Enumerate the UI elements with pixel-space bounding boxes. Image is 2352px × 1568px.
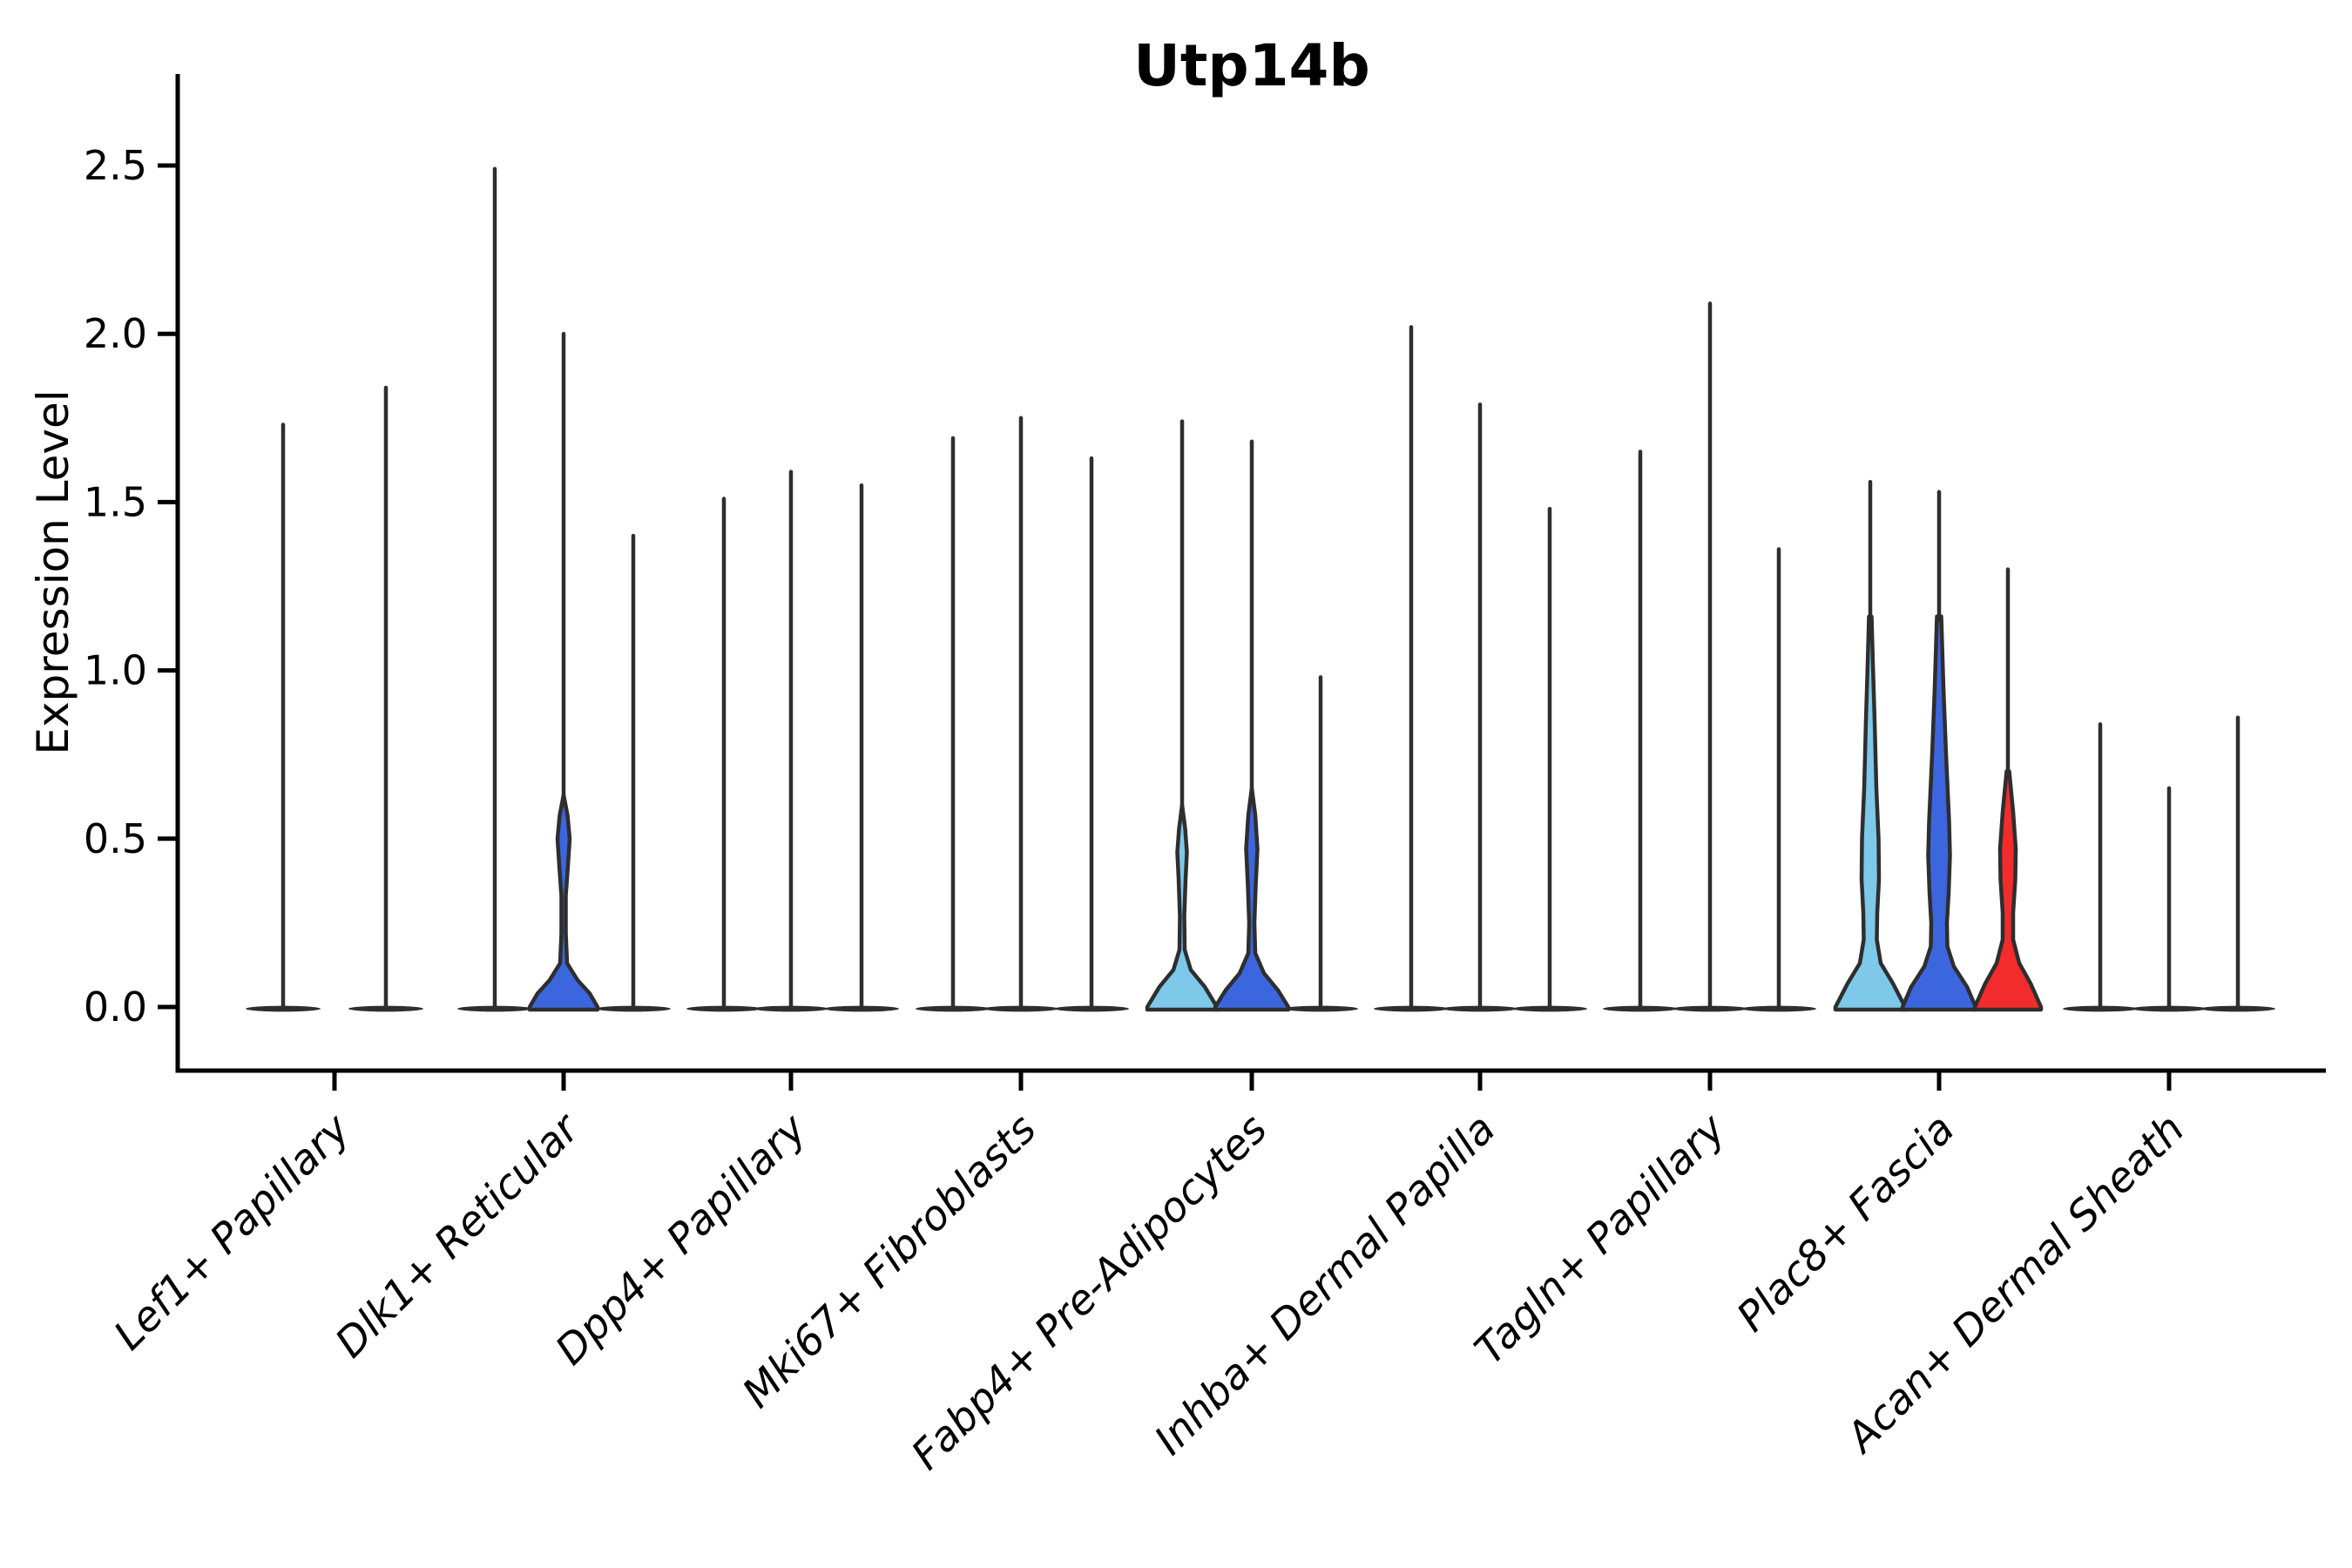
violin-layer [246, 166, 2275, 1012]
violin-mki67-s2 [983, 416, 1058, 1012]
violin-plac8-s2 [1900, 490, 1978, 1012]
violin-acan-s1 [2063, 722, 2138, 1012]
y-tick-label: 0.5 [84, 815, 147, 862]
violin-lef1-s1 [246, 422, 321, 1012]
violin-lef1-s2 [348, 385, 423, 1012]
x-tick-label: Lef1+ Papillary [105, 1105, 360, 1360]
violin-dlk1-s1 [457, 166, 532, 1012]
x-tick-label: Dlk1+ Reticular [327, 1104, 591, 1368]
y-tick-label: 1.5 [84, 478, 147, 525]
violin-mki67-s3 [1054, 456, 1129, 1012]
violin-dpp4-s3 [824, 483, 899, 1012]
y-tick-label: 0.0 [84, 983, 147, 1031]
violin-dlk1-s2 [527, 331, 600, 1012]
violin-body [527, 793, 600, 1012]
x-tick-label: Tagln+ Papillary [1466, 1105, 1736, 1375]
violin-inhba-s1 [1374, 325, 1449, 1012]
violin-plac8-s1 [1833, 479, 1908, 1012]
violin-tagln-s3 [1741, 547, 1816, 1012]
violin-acan-s2 [2132, 786, 2207, 1012]
x-tick-label: Plac8+ Fascia [1727, 1105, 1963, 1342]
violin-dlk1-s3 [596, 533, 671, 1012]
y-tick-label: 2.0 [84, 310, 147, 357]
violin-plac8-s3 [1972, 567, 2044, 1012]
violin-acan-s3 [2200, 715, 2275, 1012]
violin-body [1213, 786, 1291, 1012]
y-tick-label: 2.5 [84, 142, 147, 189]
violin-body [1972, 769, 2044, 1012]
violin-dpp4-s2 [754, 470, 828, 1012]
violin-body [1900, 614, 1978, 1012]
violin-fabp4-s1 [1145, 419, 1220, 1012]
violin-tagln-s2 [1673, 301, 1747, 1012]
violin-tagln-s1 [1603, 449, 1678, 1012]
violin-body [1833, 614, 1908, 1012]
violin-fabp4-s2 [1213, 439, 1291, 1012]
violin-fabp4-s3 [1283, 675, 1358, 1012]
y-tick-label: 1.0 [84, 647, 147, 694]
y-axis-label: Expression Level [28, 389, 78, 754]
violin-dpp4-s1 [686, 497, 761, 1012]
x-tick-label: Dpp4+ Papillary [546, 1105, 816, 1375]
violin-inhba-s3 [1512, 506, 1587, 1012]
chart-title: Utp14b [1133, 32, 1369, 99]
axes-layer: 0.0 0.5 1.0 1.5 2.0 2.5 [84, 74, 2326, 1091]
violin-mki67-s1 [916, 436, 990, 1012]
violin-body [1145, 802, 1220, 1012]
violin-inhba-s2 [1443, 402, 1517, 1012]
